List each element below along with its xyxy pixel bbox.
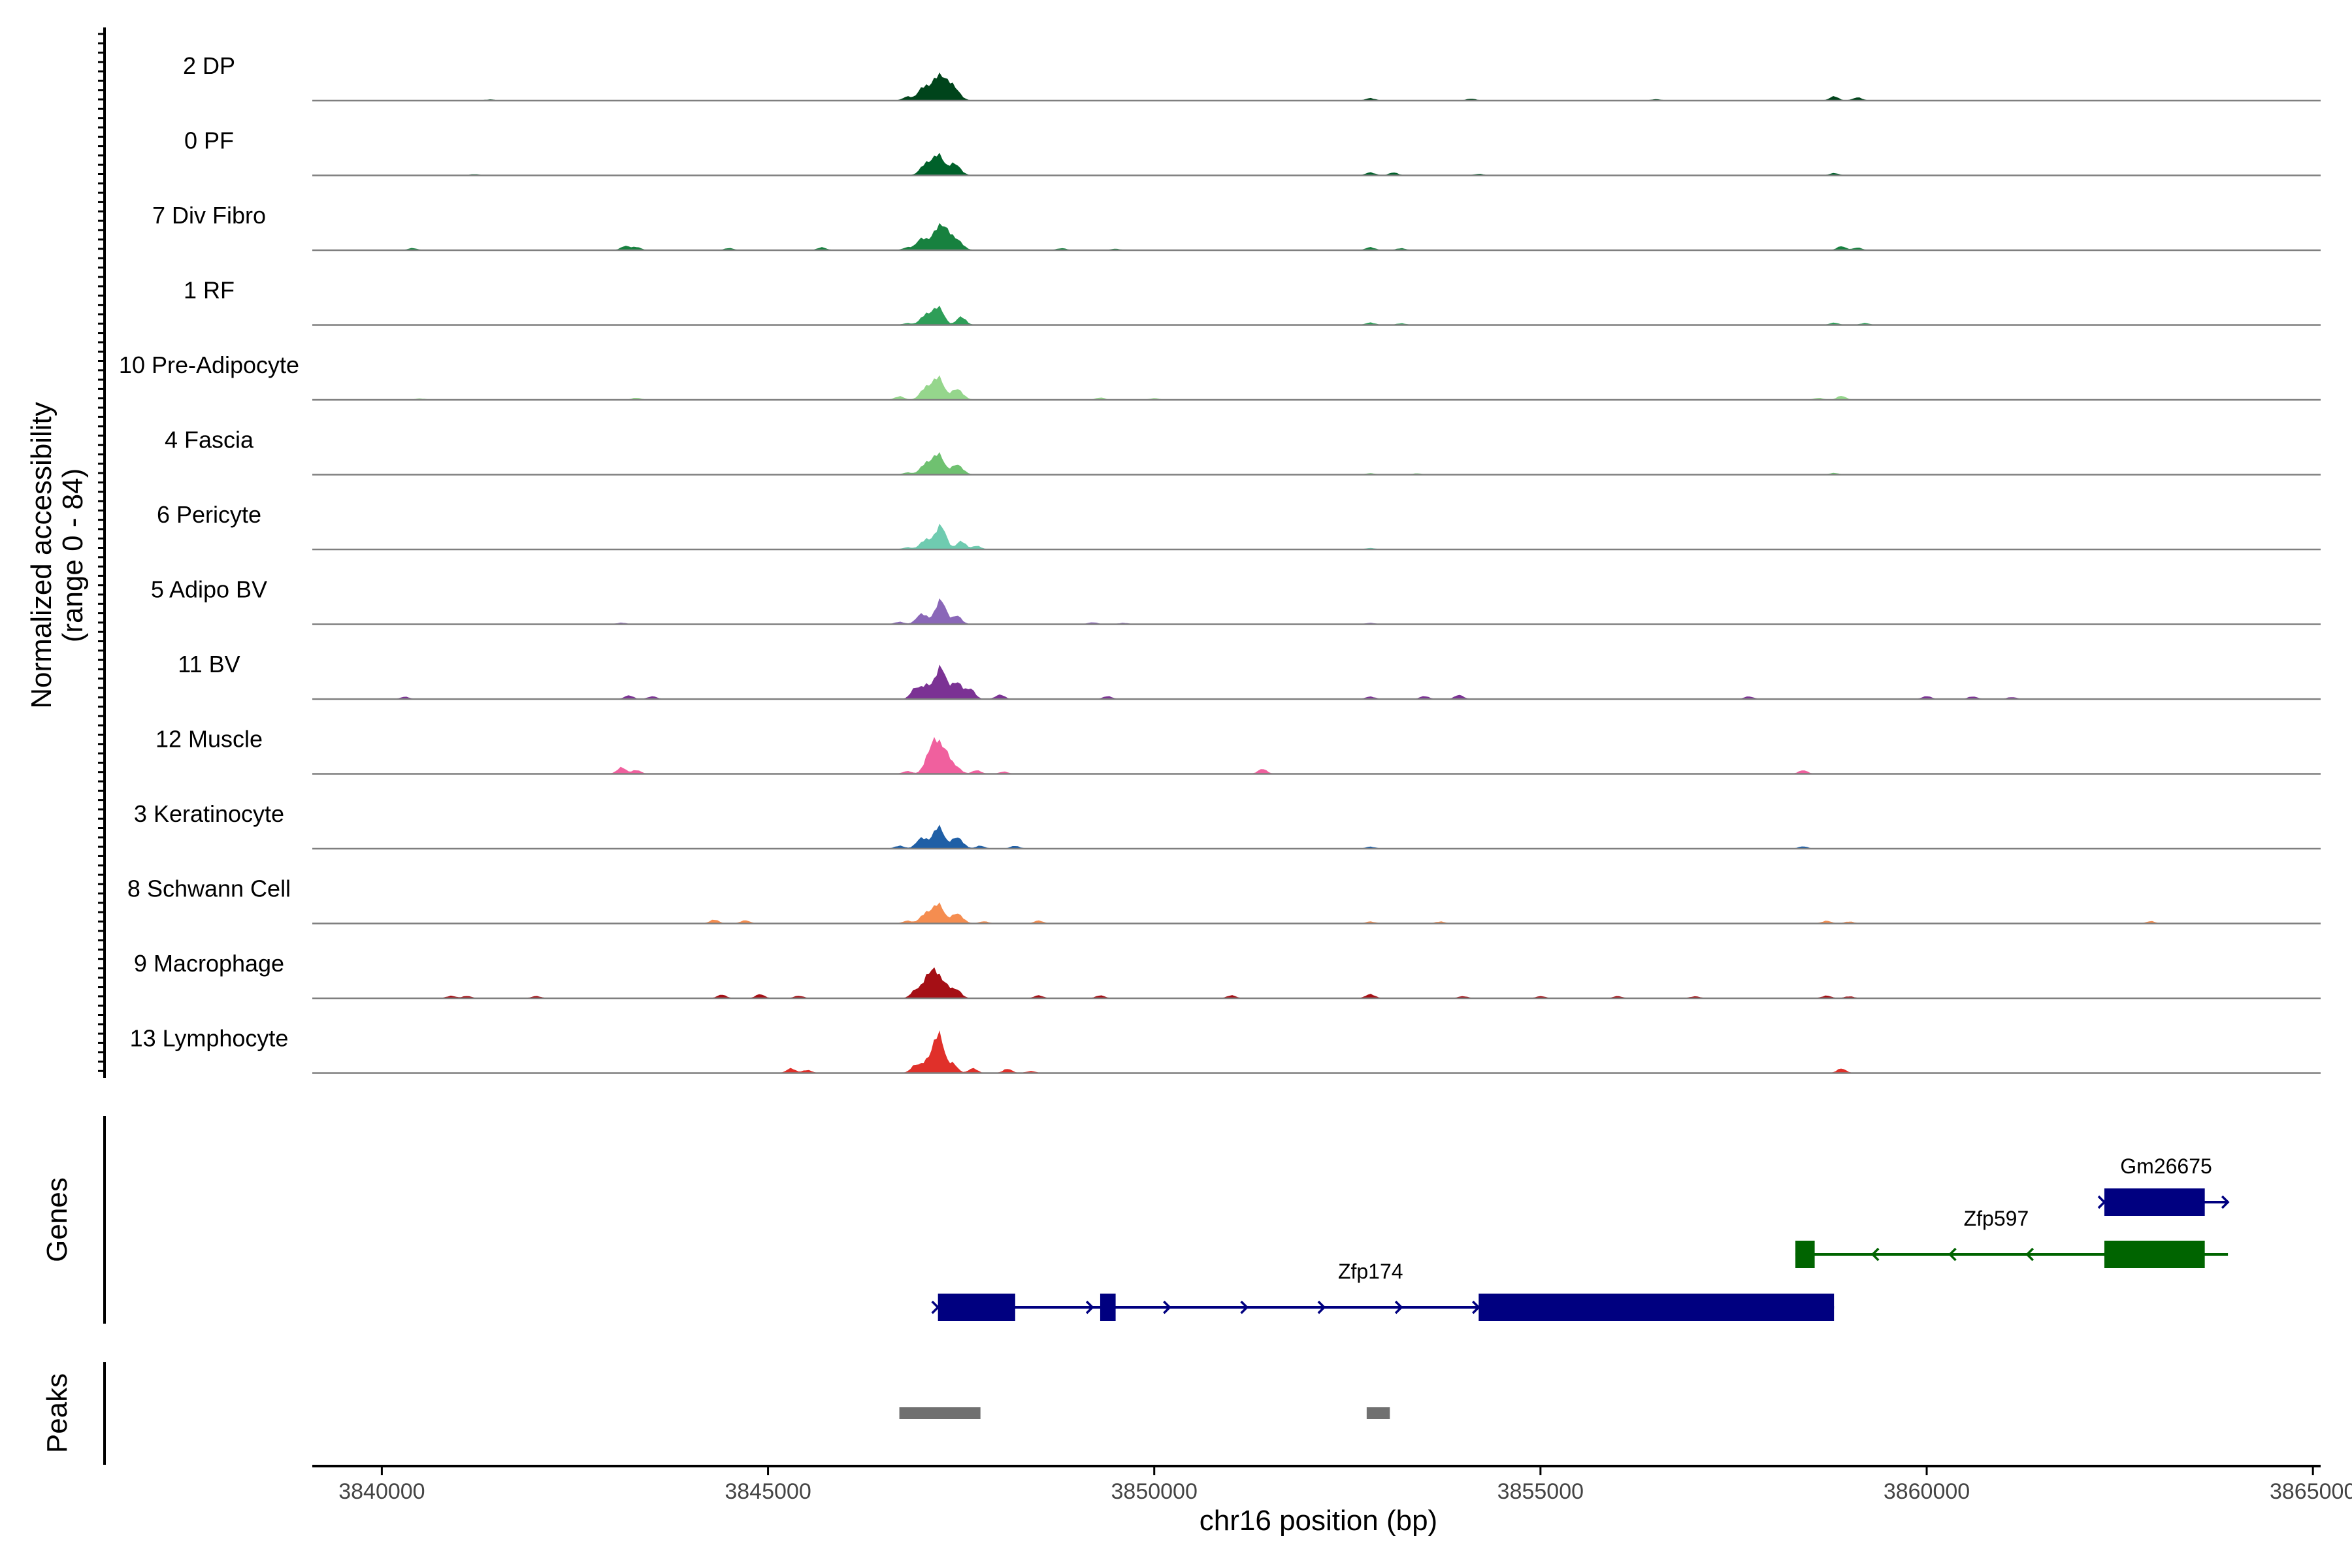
track-label: 12 Muscle xyxy=(155,726,263,753)
strand-arrow xyxy=(1870,1247,1880,1262)
track-13: 9 Macrophage xyxy=(134,950,2321,1000)
strand-arrow xyxy=(2221,1195,2230,1209)
track-4: 1 RF xyxy=(184,277,2321,326)
x-tick-label: 3860000 xyxy=(1884,1479,1970,1504)
track-1: 2 DP xyxy=(183,52,2321,102)
coverage-area xyxy=(312,451,2321,475)
track-label: 5 Adipo BV xyxy=(151,576,267,603)
strand-arrow xyxy=(1085,1300,1094,1315)
x-tick-label: 3850000 xyxy=(1111,1479,1198,1504)
track-6: 4 Fascia xyxy=(165,427,2321,476)
coverage-tracks: 2 DP 0 PF 7 Div Fibro 1 RF 10 Pre-Adipocyte 4… xyxy=(119,52,2321,1074)
gene-annotations: Gm26675 Zfp597 Zfp174 xyxy=(931,1154,2230,1321)
gene-exon xyxy=(1478,1294,1835,1321)
strand-arrow xyxy=(2025,1247,2034,1262)
coverage-area xyxy=(312,1030,2321,1073)
gene-label: Zfp174 xyxy=(1338,1260,1403,1283)
track-label: 7 Div Fibro xyxy=(152,202,266,229)
coverage-area xyxy=(312,375,2321,400)
coverage-area xyxy=(312,664,2321,700)
strand-arrow xyxy=(1394,1300,1403,1315)
track-12: 8 Schwann Cell xyxy=(127,875,2321,924)
track-label: 0 PF xyxy=(184,127,234,154)
track-10: 12 Muscle xyxy=(155,726,2321,775)
coverage-area xyxy=(312,223,2321,251)
track-label: 9 Macrophage xyxy=(134,950,284,977)
gene-exon xyxy=(938,1294,1015,1321)
track-label: 6 Pericyte xyxy=(157,501,261,528)
strand-arrow xyxy=(1472,1300,1480,1315)
genes-track-title: Genes xyxy=(41,1177,73,1262)
track-5: 10 Pre-Adipocyte xyxy=(119,351,2321,401)
y-axis-ticks xyxy=(98,33,105,1072)
coverage-area xyxy=(312,967,2321,999)
track-label: 2 DP xyxy=(183,52,235,79)
coverage-area xyxy=(312,598,2321,625)
track-label: 10 Pre-Adipocyte xyxy=(119,351,299,378)
gene-Gm26675: Gm26675 xyxy=(2097,1154,2230,1216)
coverage-area xyxy=(312,152,2321,176)
y-axis-title-line2: (range 0 - 84) xyxy=(57,468,89,643)
y-axis-title-line1: Normalized accessibility xyxy=(25,402,57,708)
track-label: 4 Fascia xyxy=(165,427,254,453)
strand-arrow xyxy=(1948,1247,1957,1262)
strand-arrow xyxy=(931,1300,940,1315)
coverage-area xyxy=(312,305,2321,325)
track-7: 6 Pericyte xyxy=(157,501,2321,551)
track-label: 3 Keratinocyte xyxy=(134,800,284,827)
x-tick-label: 3845000 xyxy=(725,1479,811,1504)
strand-arrow xyxy=(2102,1247,2112,1262)
track-8: 5 Adipo BV xyxy=(151,576,2321,625)
track-label: 13 Lymphocyte xyxy=(130,1025,289,1052)
gene-exon xyxy=(2104,1241,2205,1268)
gene-Zfp174: Zfp174 xyxy=(931,1260,1835,1321)
peak-region xyxy=(1366,1407,1390,1419)
track-3: 7 Div Fibro xyxy=(152,202,2321,252)
coverage-area xyxy=(312,825,2321,849)
track-14: 13 Lymphocyte xyxy=(130,1025,2321,1074)
track-label: 11 BV xyxy=(178,651,240,678)
track-label: 8 Schwann Cell xyxy=(127,875,291,902)
strand-arrow xyxy=(1240,1300,1249,1315)
strand-arrow xyxy=(1317,1300,1326,1315)
gene-Zfp597: Zfp597 xyxy=(1795,1207,2229,1268)
x-tick-label: 3865000 xyxy=(2270,1479,2352,1504)
gene-exon xyxy=(1100,1294,1116,1321)
gene-label: Zfp597 xyxy=(1964,1207,2029,1230)
gene-label: Gm26675 xyxy=(2120,1154,2212,1178)
x-axis-title: chr16 position (bp) xyxy=(1200,1505,1437,1537)
coverage-area xyxy=(312,737,2321,774)
coverage-area xyxy=(312,72,2321,101)
track-label: 1 RF xyxy=(184,277,235,304)
peak-region xyxy=(899,1407,981,1419)
coverage-area xyxy=(312,523,2321,550)
gene-exon xyxy=(2104,1188,2205,1216)
strand-arrow xyxy=(2097,1195,2106,1209)
x-tick-label: 3840000 xyxy=(338,1479,425,1504)
track-2: 0 PF xyxy=(184,127,2321,176)
x-tick-label: 3855000 xyxy=(1497,1479,1584,1504)
gene-exon xyxy=(1795,1241,1815,1268)
coverage-area xyxy=(312,902,2321,924)
peaks-track-title: Peaks xyxy=(41,1373,73,1453)
x-axis-ticks: 3840000 3845000 3850000 3855000 3860000 38650… xyxy=(338,1466,2352,1504)
strand-arrow xyxy=(1163,1300,1171,1315)
track-11: 3 Keratinocyte xyxy=(134,800,2321,850)
peak-regions xyxy=(899,1407,1390,1419)
track-9: 11 BV xyxy=(178,651,2321,700)
